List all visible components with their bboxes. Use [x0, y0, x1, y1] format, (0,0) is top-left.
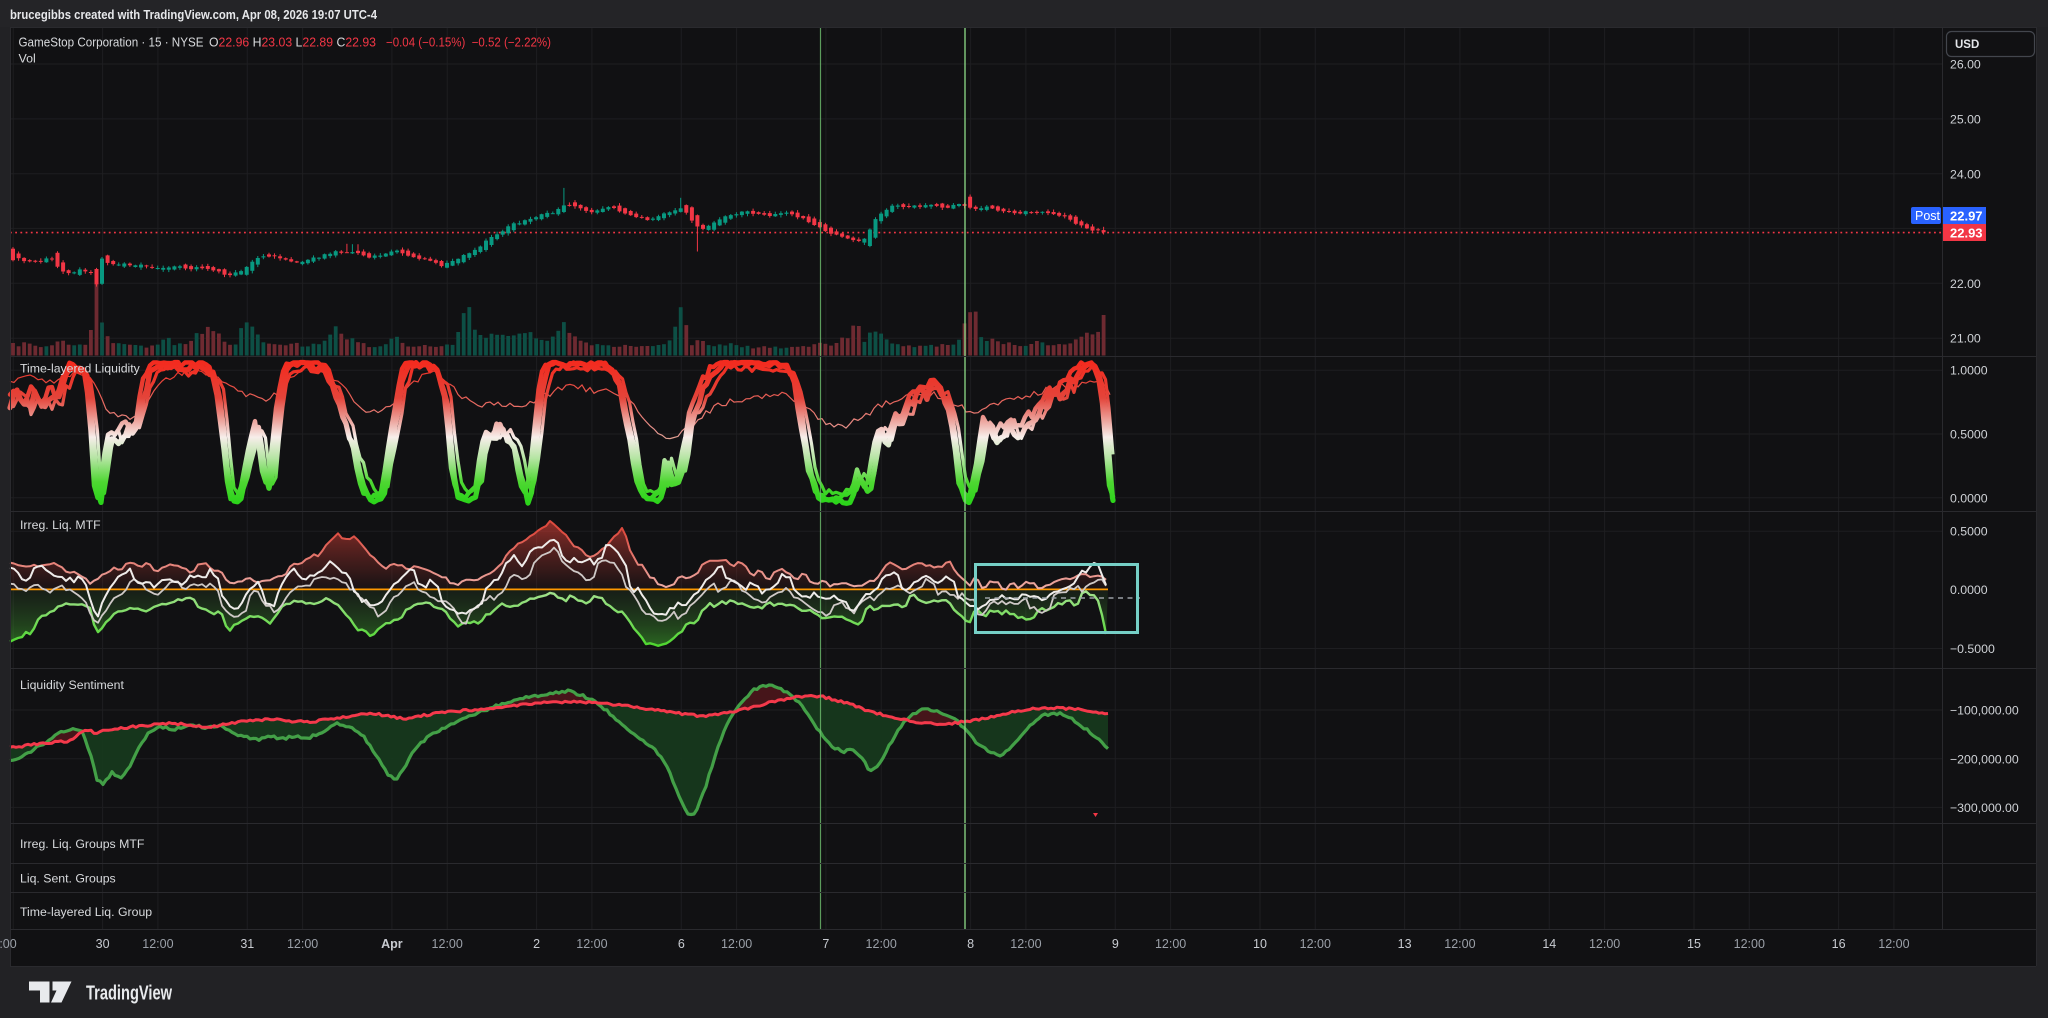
- svg-text:Liq. Sent. Groups: Liq. Sent. Groups: [20, 872, 116, 886]
- svg-text:−200,000.00: −200,000.00: [1950, 752, 2019, 766]
- svg-text:26.00: 26.00: [1950, 58, 1981, 72]
- svg-text:12:00: 12:00: [1010, 937, 1041, 951]
- svg-text:−0.04 (−0.15%) −0.52 (−2.22%): −0.04 (−0.15%) −0.52 (−2.22%): [386, 36, 551, 50]
- svg-text:13: 13: [1398, 937, 1412, 951]
- svg-text:12:00: 12:00: [287, 937, 318, 951]
- svg-text:Vol: Vol: [19, 52, 36, 66]
- svg-text:USD: USD: [1955, 39, 1979, 51]
- svg-text:12:00: 12:00: [721, 937, 752, 951]
- svg-text:0.0000: 0.0000: [1950, 583, 1988, 597]
- svg-text:Irreg. Liq. MTF: Irreg. Liq. MTF: [20, 518, 101, 532]
- svg-text:12:00: 12:00: [1589, 937, 1620, 951]
- svg-text:0.5000: 0.5000: [1950, 525, 1988, 539]
- svg-text:12:00: 12:00: [1300, 937, 1331, 951]
- svg-text:16: 16: [1832, 937, 1846, 951]
- svg-text:0.0000: 0.0000: [1950, 491, 1988, 505]
- svg-text:6: 6: [678, 937, 685, 951]
- svg-text:12:00: 12:00: [866, 937, 897, 951]
- svg-text:10: 10: [1253, 937, 1267, 951]
- svg-text:GameStop Corporation · 15 · NY: GameStop Corporation · 15 · NYSE: [19, 36, 204, 50]
- svg-text:14: 14: [1542, 937, 1556, 951]
- svg-text:Liquidity Sentiment: Liquidity Sentiment: [20, 678, 124, 692]
- svg-text:21.00: 21.00: [1950, 332, 1981, 346]
- svg-text:Irreg. Liq. Groups MTF: Irreg. Liq. Groups MTF: [20, 837, 145, 851]
- svg-text:7: 7: [822, 937, 829, 951]
- svg-text:brucegibbs created with Tradin: brucegibbs created with TradingView.com,…: [10, 8, 377, 22]
- svg-text:12:00: 12:00: [1155, 937, 1186, 951]
- svg-text:12:00: 12:00: [576, 937, 607, 951]
- svg-text:Post: Post: [1915, 209, 1941, 223]
- svg-text:15: 15: [1687, 937, 1701, 951]
- svg-text:31: 31: [240, 937, 254, 951]
- svg-text:12:00: 12:00: [1878, 937, 1909, 951]
- svg-text:TradingView: TradingView: [86, 983, 172, 1005]
- svg-text:25.00: 25.00: [1950, 112, 1981, 126]
- svg-text:−100,000.00: −100,000.00: [1950, 704, 2019, 718]
- svg-text:12:00: 12:00: [142, 937, 173, 951]
- svg-text:O22.96 H23.03 L22.89 C22.93: O22.96 H23.03 L22.89 C22.93: [209, 36, 376, 50]
- svg-text:−0.5000: −0.5000: [1950, 642, 1995, 656]
- svg-text:8: 8: [967, 937, 974, 951]
- svg-text:12:00: 12:00: [432, 937, 463, 951]
- svg-text:12:00: 12:00: [1444, 937, 1475, 951]
- svg-text:12:00: 12:00: [1734, 937, 1765, 951]
- svg-text:0.5000: 0.5000: [1950, 428, 1988, 442]
- svg-text:22.93: 22.93: [1950, 226, 1983, 241]
- svg-text:2: 2: [533, 937, 540, 951]
- svg-text:30: 30: [96, 937, 110, 951]
- svg-text:22.97: 22.97: [1950, 209, 1983, 224]
- svg-text:9: 9: [1112, 937, 1119, 951]
- svg-text:24.00: 24.00: [1950, 167, 1981, 181]
- svg-text:Time-layered Liquidity: Time-layered Liquidity: [20, 362, 141, 376]
- svg-text:1.0000: 1.0000: [1950, 364, 1988, 378]
- svg-text:22.00: 22.00: [1950, 277, 1981, 291]
- svg-text::00: :00: [0, 937, 17, 951]
- svg-text:Time-layered Liq. Group: Time-layered Liq. Group: [20, 905, 152, 919]
- svg-text:−300,000.00: −300,000.00: [1950, 801, 2019, 815]
- svg-text:Apr: Apr: [381, 937, 403, 951]
